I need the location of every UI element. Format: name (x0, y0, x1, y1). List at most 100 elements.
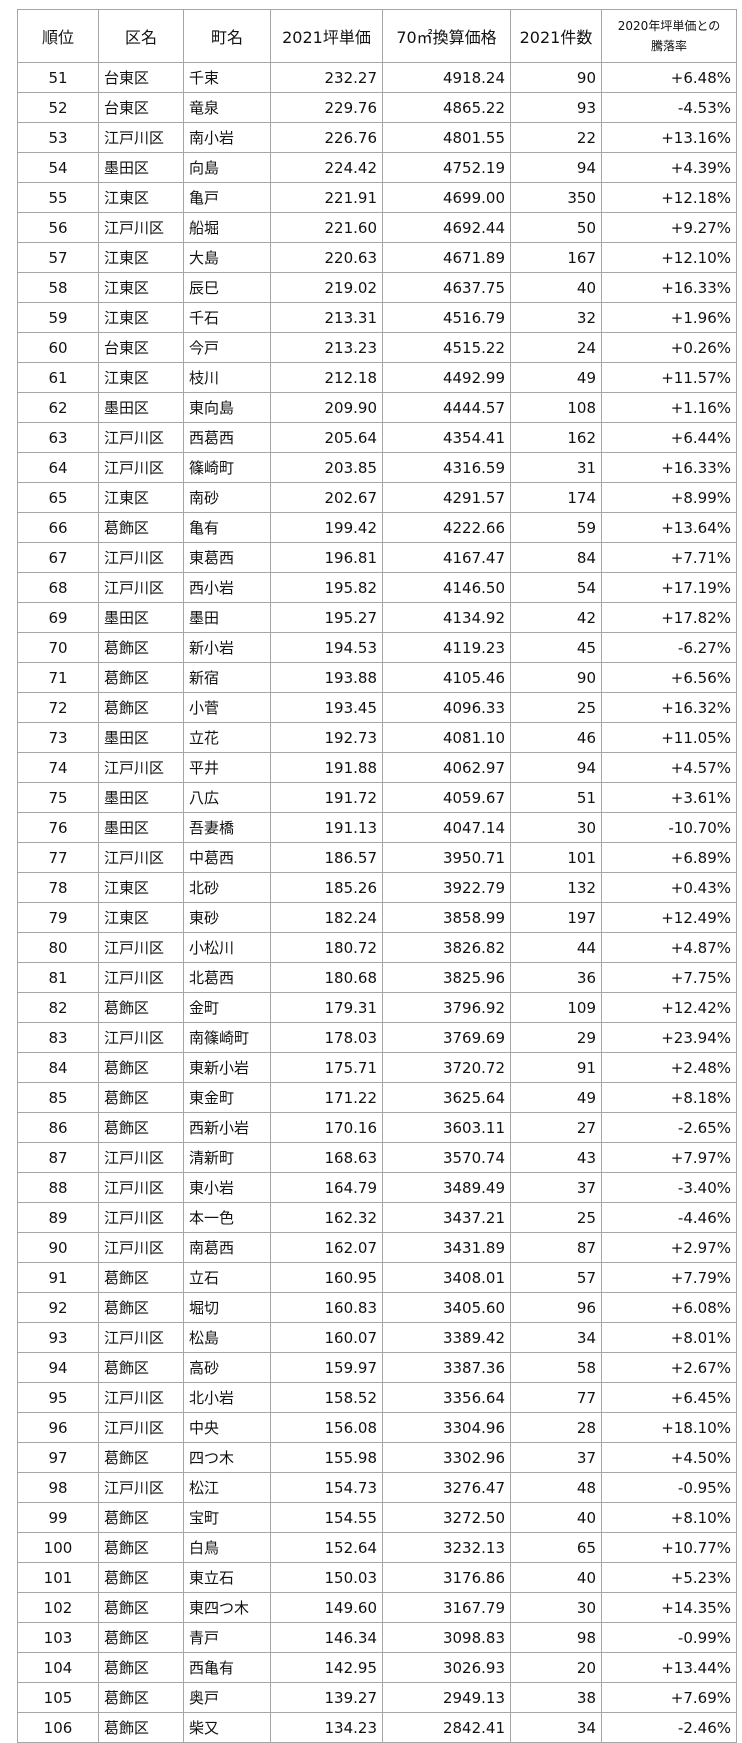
table-cell: 東葛西 (183, 542, 271, 573)
table-cell: +6.45% (601, 1382, 737, 1413)
table-cell: 45 (510, 632, 602, 663)
table-row: 73 墨田区 立花 192.73 4081.10 46 +11.05% (17, 722, 737, 753)
table-cell: 白鳥 (183, 1532, 271, 1563)
table-cell: 亀有 (183, 512, 271, 543)
table-cell: 葛飾区 (98, 1532, 184, 1563)
table-row: 80 江戸川区 小松川 180.72 3826.82 44 +4.87% (17, 932, 737, 963)
table-cell: 203.85 (270, 452, 383, 483)
table-cell: 40 (510, 272, 602, 303)
table-cell: 103 (17, 1622, 99, 1653)
table-cell: 212.18 (270, 362, 383, 393)
table-cell: 74 (17, 752, 99, 783)
table-cell: 221.60 (270, 212, 383, 243)
table-cell: 葛飾区 (98, 1502, 184, 1533)
table-cell: 65 (510, 1532, 602, 1563)
header-line: 騰落率 (650, 39, 687, 53)
table-cell: 東立石 (183, 1562, 271, 1593)
table-row: 56 江戸川区 船堀 221.60 4692.44 50 +9.27% (17, 212, 737, 243)
table-cell: 71 (17, 662, 99, 693)
table-cell: +8.18% (601, 1082, 737, 1113)
table-cell: 東砂 (183, 902, 271, 933)
table-cell: 4752.19 (382, 152, 511, 183)
table-cell: +1.16% (601, 392, 737, 423)
table-cell: 西小岩 (183, 572, 271, 603)
table-cell: 3858.99 (382, 902, 511, 933)
table-row: 78 江東区 北砂 185.26 3922.79 132 +0.43% (17, 872, 737, 903)
table-cell: 54 (17, 152, 99, 183)
table-cell: 50 (510, 212, 602, 243)
table-cell: 132 (510, 872, 602, 903)
table-cell: 江戸川区 (98, 1322, 184, 1353)
table-cell: 3570.74 (382, 1142, 511, 1173)
table-row: 57 江東区 大島 220.63 4671.89 167 +12.10% (17, 242, 737, 273)
table-cell: +13.64% (601, 512, 737, 543)
table-row: 83 江戸川区 南篠崎町 178.03 3769.69 29 +23.94% (17, 1022, 737, 1053)
table-cell: 220.63 (270, 242, 383, 273)
table-cell: 108 (510, 392, 602, 423)
table-cell: 95 (17, 1382, 99, 1413)
table-cell: 立花 (183, 722, 271, 753)
table-cell: 3769.69 (382, 1022, 511, 1053)
table-cell: 3356.64 (382, 1382, 511, 1413)
table-cell: 160.07 (270, 1322, 383, 1353)
table-cell: 葛飾区 (98, 1622, 184, 1653)
table-cell: 28 (510, 1412, 602, 1443)
table-cell: 38 (510, 1682, 602, 1713)
table-cell: -0.99% (601, 1622, 737, 1653)
table-cell: 東小岩 (183, 1172, 271, 1203)
table-cell: 墨田区 (98, 782, 184, 813)
table-cell: 98 (17, 1472, 99, 1503)
table-cell: 99 (17, 1502, 99, 1533)
table-cell: -10.70% (601, 812, 737, 843)
table-cell: 162.32 (270, 1202, 383, 1233)
table-cell: 台東区 (98, 332, 184, 363)
table-cell: 葛飾区 (98, 1682, 184, 1713)
table-cell: 89 (17, 1202, 99, 1233)
table-cell: 4354.41 (382, 422, 511, 453)
table-cell: 西新小岩 (183, 1112, 271, 1143)
table-row: 90 江戸川区 南葛西 162.07 3431.89 87 +2.97% (17, 1232, 737, 1263)
table-cell: +9.27% (601, 212, 737, 243)
table-cell: 葛飾区 (98, 992, 184, 1023)
table-cell: -6.27% (601, 632, 737, 663)
table-cell: 東四つ木 (183, 1592, 271, 1623)
table-cell: 84 (510, 542, 602, 573)
table-cell: 162 (510, 422, 602, 453)
table-cell: 202.67 (270, 482, 383, 513)
table-cell: 94 (510, 152, 602, 183)
table-cell: 3026.93 (382, 1652, 511, 1683)
table-cell: 72 (17, 692, 99, 723)
table-cell: +11.57% (601, 362, 737, 393)
table-wrap: 順位 区名 町名 2021坪単価 70㎡換算価格 2021件数 2020年坪単価との 騰落率 … (17, 9, 737, 1743)
table-cell: 194.53 (270, 632, 383, 663)
table-cell: 76 (17, 812, 99, 843)
table-cell: 57 (510, 1262, 602, 1293)
table-cell: 4059.67 (382, 782, 511, 813)
table-cell: 102 (17, 1592, 99, 1623)
table-cell: 台東区 (98, 62, 184, 93)
table-cell: 96 (17, 1412, 99, 1443)
table-cell: 180.68 (270, 962, 383, 993)
table-cell: 3405.60 (382, 1292, 511, 1323)
table-cell: 64 (17, 452, 99, 483)
table-cell: 152.64 (270, 1532, 383, 1563)
table-cell: 葛飾区 (98, 692, 184, 723)
table-cell: 青戸 (183, 1622, 271, 1653)
table-cell: 49 (510, 362, 602, 393)
table-cell: 134.23 (270, 1712, 383, 1743)
table-row: 97 葛飾区 四つ木 155.98 3302.96 37 +4.50% (17, 1442, 737, 1473)
table-cell: +12.10% (601, 242, 737, 273)
table-cell: 65 (17, 482, 99, 513)
table-cell: 43 (510, 1142, 602, 1173)
table-cell: 平井 (183, 752, 271, 783)
table-cell: 2949.13 (382, 1682, 511, 1713)
table-cell: +6.56% (601, 662, 737, 693)
table-cell: 87 (17, 1142, 99, 1173)
table-cell: 葛飾区 (98, 1112, 184, 1143)
table-cell: 3276.47 (382, 1472, 511, 1503)
table-cell: 85 (17, 1082, 99, 1113)
table-cell: 新小岩 (183, 632, 271, 663)
table-cell: +4.57% (601, 752, 737, 783)
table-cell: 105 (17, 1682, 99, 1713)
table-cell: +13.16% (601, 122, 737, 153)
